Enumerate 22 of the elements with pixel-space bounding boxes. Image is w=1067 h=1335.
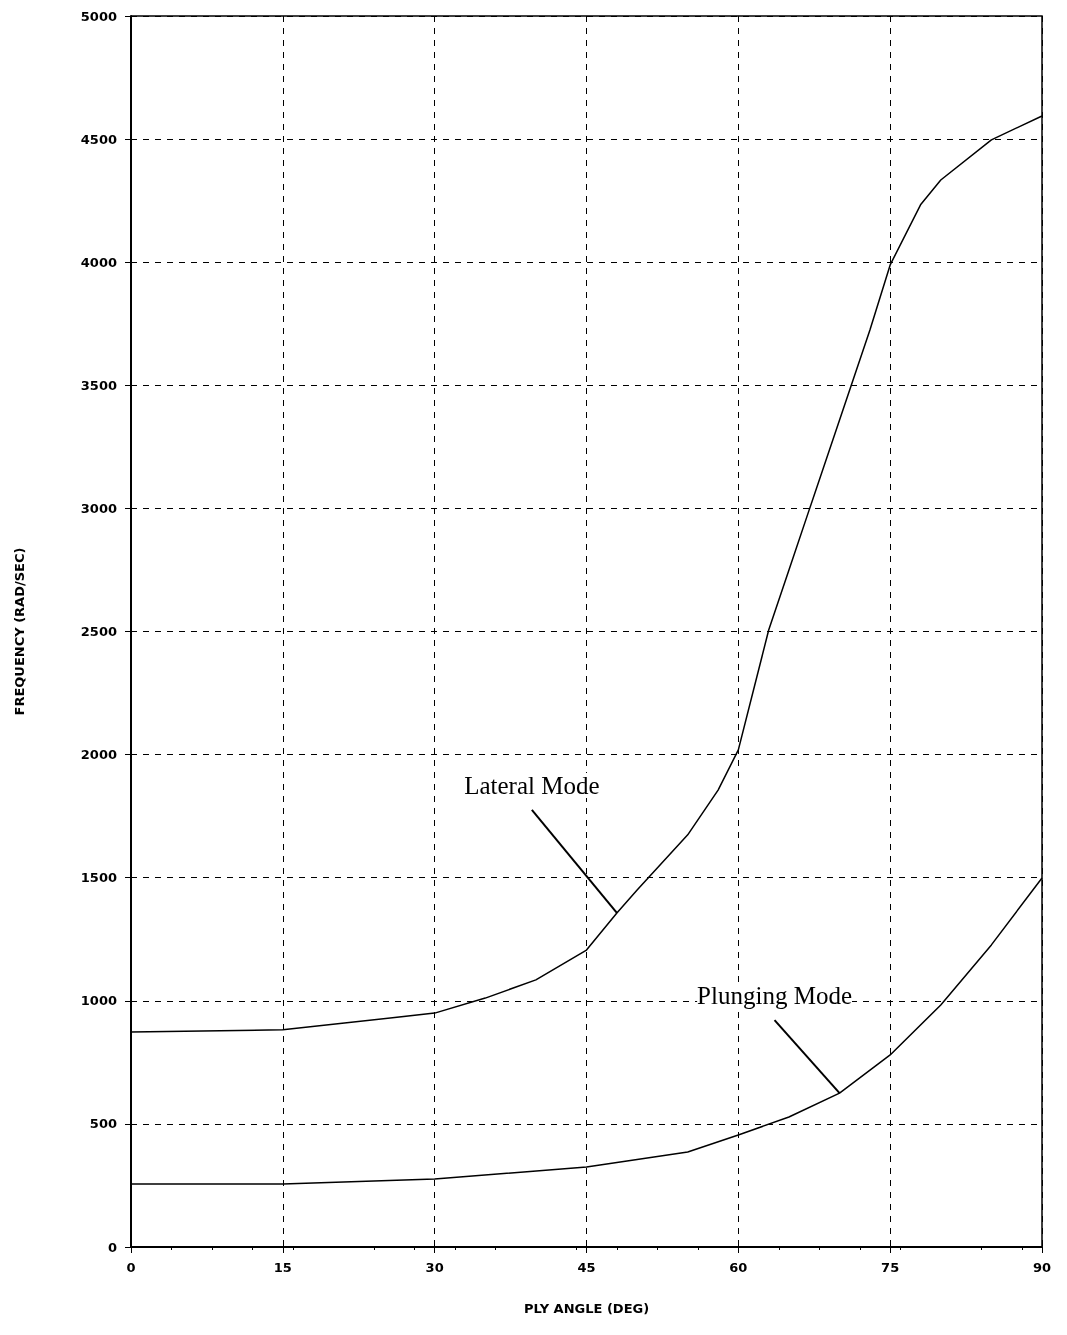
- y-tick-label: 2000: [80, 747, 117, 763]
- x-tick-label: 15: [273, 1260, 292, 1275]
- y-tick-label: 3500: [80, 377, 117, 393]
- annotation: Plunging Mode: [697, 982, 852, 1010]
- y-tick-label: 5000: [80, 8, 117, 24]
- y-tick-label: 1000: [80, 993, 117, 1009]
- x-tick-label: 0: [126, 1260, 136, 1275]
- y-axis-title: FREQUENCY (RAD/SEC): [12, 547, 27, 716]
- x-tick-label: 60: [729, 1260, 748, 1275]
- x-tick-label: 30: [425, 1260, 444, 1275]
- y-tick-label: 4000: [80, 254, 117, 270]
- x-tick-label: 45: [577, 1260, 596, 1275]
- x-tick-label: 75: [881, 1260, 900, 1275]
- y-tick-label: 4500: [80, 131, 117, 147]
- y-tick-label: 0: [107, 1239, 117, 1255]
- x-axis-title: PLY ANGLE (DEG): [523, 1301, 650, 1316]
- x-tick-label: 90: [1032, 1260, 1052, 1275]
- y-tick-label: 3000: [80, 500, 117, 516]
- annotation: Lateral Mode: [464, 771, 600, 799]
- y-tick-label: 500: [89, 1116, 117, 1132]
- y-tick-label: 1500: [80, 870, 117, 886]
- y-tick-label: 2500: [80, 624, 117, 639]
